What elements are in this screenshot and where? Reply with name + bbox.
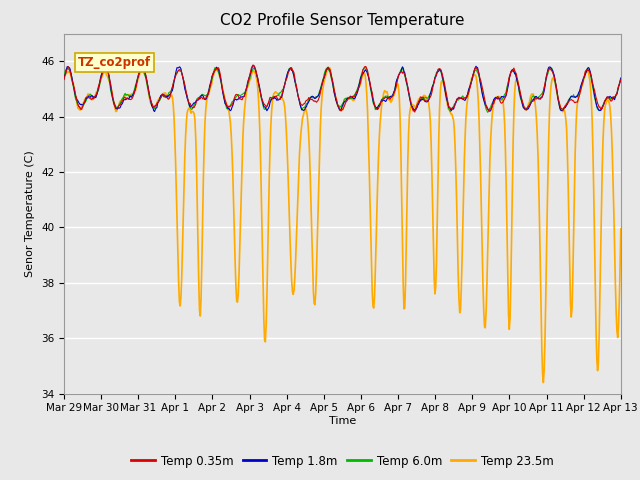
X-axis label: Time: Time: [329, 416, 356, 426]
Legend: Temp 0.35m, Temp 1.8m, Temp 6.0m, Temp 23.5m: Temp 0.35m, Temp 1.8m, Temp 6.0m, Temp 2…: [127, 450, 558, 472]
Y-axis label: Senor Temperature (C): Senor Temperature (C): [26, 150, 35, 277]
Title: CO2 Profile Sensor Temperature: CO2 Profile Sensor Temperature: [220, 13, 465, 28]
Text: TZ_co2prof: TZ_co2prof: [78, 56, 151, 69]
